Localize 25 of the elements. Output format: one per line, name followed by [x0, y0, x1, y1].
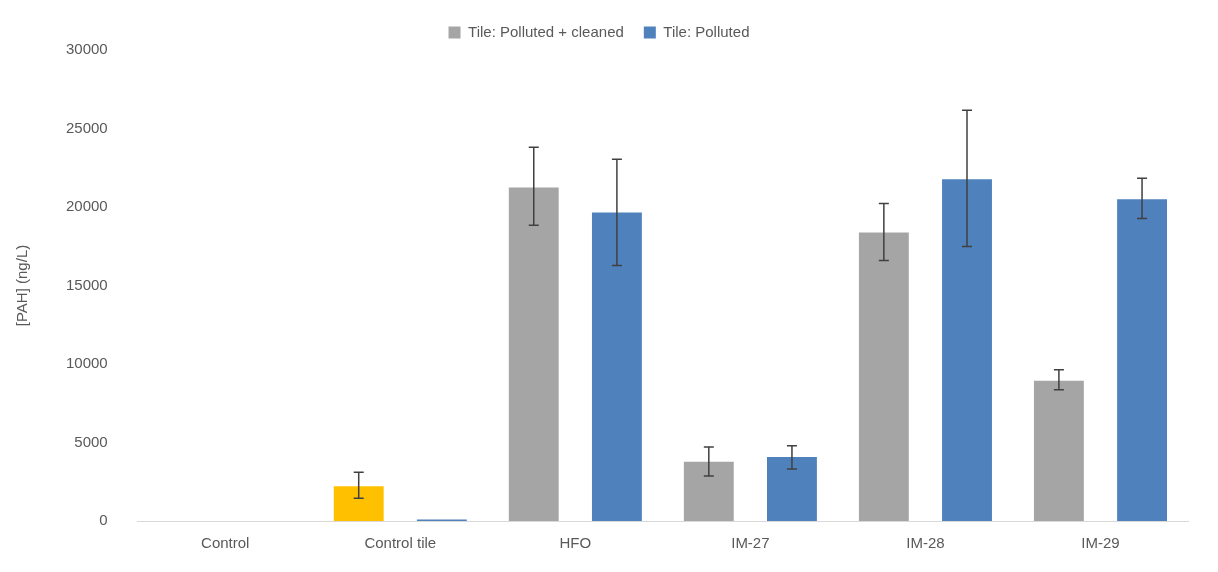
x-tick-label: IM-28: [906, 534, 945, 552]
y-tick-label: 30000: [65, 40, 108, 58]
y-tick-label: 25000: [65, 118, 108, 136]
x-tick-label: HFO: [559, 534, 592, 552]
bar: [942, 179, 992, 521]
y-tick-label: 15000: [65, 275, 108, 293]
bar: [591, 212, 642, 521]
legend-label: Tile: Polluted: [663, 22, 750, 40]
legend-label: Tile: Polluted + cleaned: [468, 22, 624, 40]
y-axis-title: [PAH] (ng/L): [13, 244, 31, 327]
y-tick-label: 20000: [65, 197, 108, 215]
bar: [1033, 380, 1084, 521]
bar: [767, 456, 817, 521]
x-tick-label: IM-29: [1081, 534, 1120, 552]
x-tick-label: IM-27: [731, 534, 770, 552]
bar: [858, 232, 909, 521]
y-tick-label: 5000: [74, 432, 108, 450]
y-tick-label: 0: [99, 511, 108, 529]
bar: [508, 187, 559, 521]
bar: [333, 486, 384, 521]
bar: [683, 461, 734, 521]
x-tick-label: Control: [201, 534, 250, 552]
y-tick-label: 10000: [65, 354, 108, 372]
bar: [1117, 199, 1167, 521]
x-tick-label: Control tile: [364, 534, 437, 552]
